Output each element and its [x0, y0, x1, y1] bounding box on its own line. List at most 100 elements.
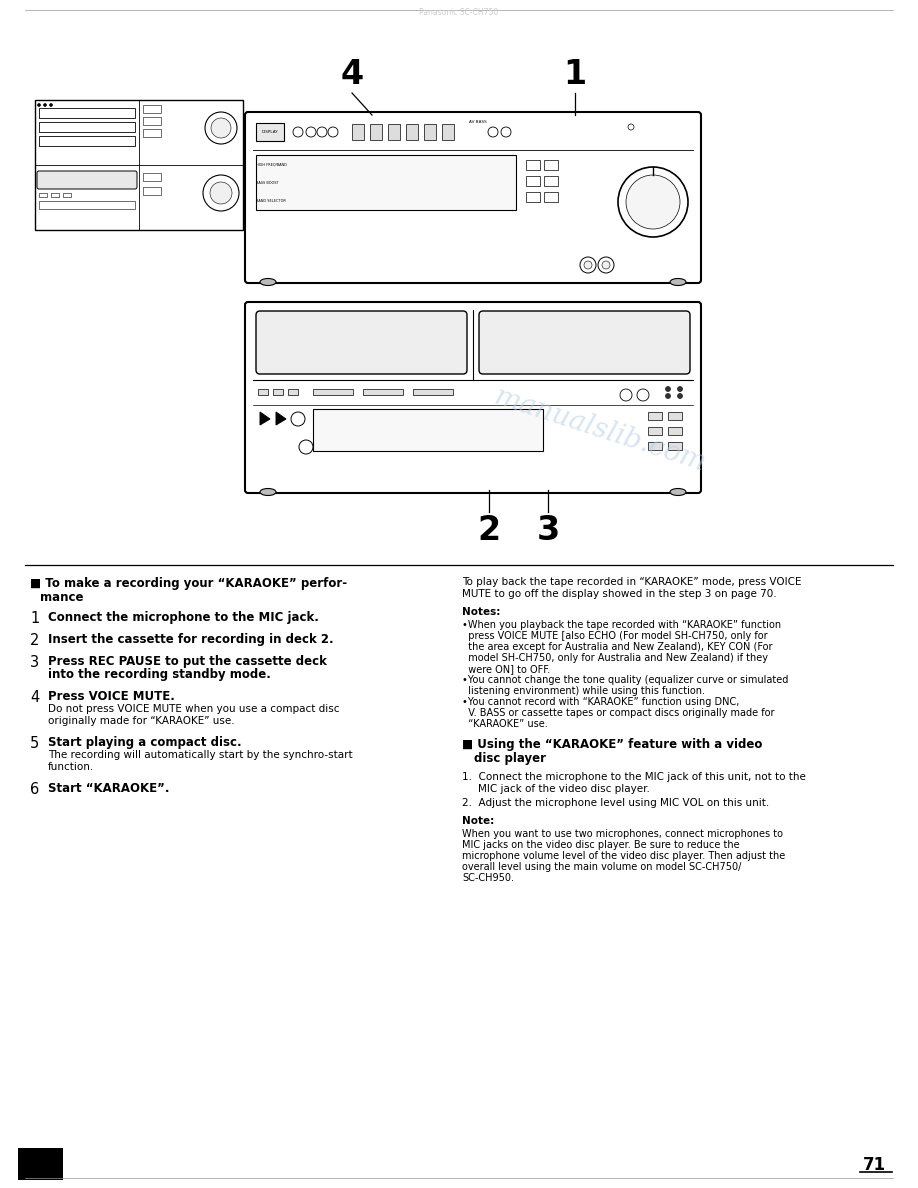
Circle shape [205, 112, 237, 144]
Circle shape [43, 103, 47, 107]
Bar [388, 124, 400, 140]
Text: •When you playback the tape recorded with “KARAOKE” function: •When you playback the tape recorded wit… [462, 620, 781, 630]
Circle shape [677, 393, 682, 398]
Circle shape [293, 127, 303, 137]
Bar [258, 388, 268, 394]
Bar [526, 160, 540, 170]
FancyBboxPatch shape [479, 311, 690, 374]
Bar [143, 116, 161, 125]
Text: ■ Using the “KARAOKE” feature with a video: ■ Using the “KARAOKE” feature with a vid… [462, 738, 762, 751]
Bar [39, 108, 135, 118]
Text: press VOICE MUTE [also ECHO (For model SH-CH750, only for: press VOICE MUTE [also ECHO (For model S… [462, 631, 767, 642]
Circle shape [628, 124, 634, 129]
Text: Start “KARAOKE”.: Start “KARAOKE”. [48, 782, 170, 795]
Bar [273, 388, 283, 394]
Bar [668, 412, 682, 421]
Bar [442, 124, 454, 140]
Text: 6: 6 [30, 782, 39, 797]
Bar [352, 124, 364, 140]
Circle shape [602, 261, 610, 268]
Bar [63, 192, 71, 197]
Bar [313, 409, 543, 451]
Bar [424, 124, 436, 140]
Circle shape [637, 388, 649, 402]
Circle shape [317, 127, 327, 137]
Circle shape [626, 175, 680, 229]
Text: disc player: disc player [474, 752, 546, 765]
Bar [143, 129, 161, 137]
Text: 5: 5 [30, 737, 39, 751]
Bar [143, 105, 161, 113]
Bar [39, 201, 135, 209]
Text: were ON] to OFF.: were ON] to OFF. [462, 664, 550, 674]
Polygon shape [260, 412, 270, 425]
Circle shape [584, 261, 592, 268]
Circle shape [666, 386, 670, 392]
Circle shape [488, 127, 498, 137]
Bar [313, 388, 353, 394]
Circle shape [50, 103, 52, 107]
Text: ■ To make a recording your “KARAOKE” perfor-: ■ To make a recording your “KARAOKE” per… [30, 577, 347, 590]
Ellipse shape [260, 488, 276, 495]
Text: When you want to use two microphones, connect microphones to: When you want to use two microphones, co… [462, 829, 783, 839]
Text: AV BASS: AV BASS [469, 120, 487, 124]
Text: model SH-CH750, only for Australia and New Zealand) if they: model SH-CH750, only for Australia and N… [462, 653, 768, 663]
Text: listening environment) while using this function.: listening environment) while using this … [462, 685, 705, 696]
Text: 2: 2 [477, 513, 500, 546]
Text: 4: 4 [30, 690, 39, 704]
Bar [39, 122, 135, 132]
Ellipse shape [670, 278, 686, 285]
Circle shape [306, 127, 316, 137]
Bar [648, 442, 662, 450]
Text: 2.  Adjust the microphone level using MIC VOL on this unit.: 2. Adjust the microphone level using MIC… [462, 798, 769, 808]
Text: microphone volume level of the video disc player. Then adjust the: microphone volume level of the video dis… [462, 851, 785, 861]
Text: Do not press VOICE MUTE when you use a compact disc: Do not press VOICE MUTE when you use a c… [48, 704, 340, 714]
Text: HIGH FREQ/BAND: HIGH FREQ/BAND [256, 163, 287, 168]
Text: mance: mance [40, 590, 84, 604]
Text: 1.  Connect the microphone to the MIC jack of this unit, not to the: 1. Connect the microphone to the MIC jac… [462, 772, 806, 782]
Text: overall level using the main volume on model SC-CH750/: overall level using the main volume on m… [462, 862, 742, 872]
Text: V. BASS or cassette tapes or compact discs originally made for: V. BASS or cassette tapes or compact dis… [462, 708, 775, 718]
Circle shape [677, 386, 682, 392]
Text: Start playing a compact disc.: Start playing a compact disc. [48, 737, 241, 748]
Text: Press VOICE MUTE.: Press VOICE MUTE. [48, 690, 174, 703]
Text: MIC jack of the video disc player.: MIC jack of the video disc player. [478, 784, 650, 794]
Bar [51, 192, 59, 197]
Bar [406, 124, 418, 140]
Text: •You cannot change the tone quality (equalizer curve or simulated: •You cannot change the tone quality (equ… [462, 675, 789, 685]
Text: originally made for “KARAOKE” use.: originally made for “KARAOKE” use. [48, 716, 235, 726]
Circle shape [291, 412, 305, 426]
Text: MUTE to go off the display showed in the step 3 on page 70.: MUTE to go off the display showed in the… [462, 589, 777, 599]
Bar [526, 192, 540, 202]
Bar [143, 173, 161, 181]
Text: DISPLAY: DISPLAY [262, 129, 278, 134]
Bar [648, 426, 662, 435]
Circle shape [210, 182, 232, 204]
FancyBboxPatch shape [256, 311, 467, 374]
Text: 4: 4 [341, 58, 364, 91]
Circle shape [299, 440, 313, 454]
Text: Connect the microphone to the MIC jack.: Connect the microphone to the MIC jack. [48, 611, 319, 624]
Text: The recording will automatically start by the synchro-start: The recording will automatically start b… [48, 750, 353, 760]
Bar [288, 388, 298, 394]
Bar [363, 388, 403, 394]
Circle shape [328, 127, 338, 137]
Text: the area except for Australia and New Zealand), KEY CON (For: the area except for Australia and New Ze… [462, 642, 773, 652]
Bar [39, 135, 135, 146]
Bar [544, 160, 558, 170]
Text: 3: 3 [536, 513, 560, 546]
Bar [544, 176, 558, 187]
Bar [668, 426, 682, 435]
Bar [668, 442, 682, 450]
Ellipse shape [670, 488, 686, 495]
Bar [18, 1148, 63, 1180]
Circle shape [38, 103, 40, 107]
Circle shape [211, 118, 231, 138]
Polygon shape [276, 412, 286, 425]
FancyBboxPatch shape [245, 112, 701, 283]
Text: 3: 3 [30, 655, 39, 670]
FancyBboxPatch shape [37, 171, 137, 189]
Text: function.: function. [48, 762, 95, 772]
Text: 1: 1 [30, 611, 39, 626]
Circle shape [203, 175, 239, 211]
